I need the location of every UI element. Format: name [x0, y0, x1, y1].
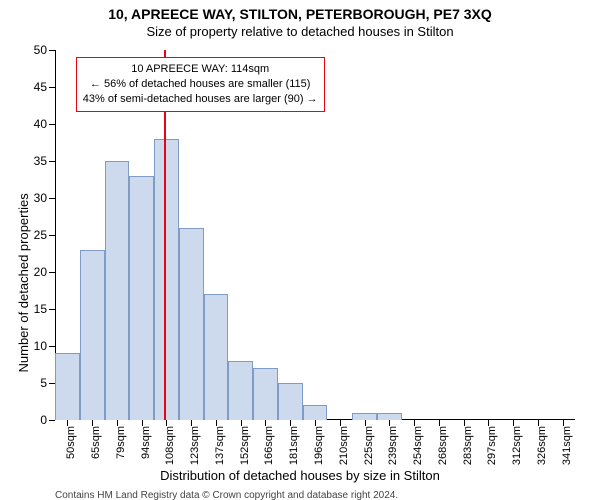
- x-tick-label: 341sqm: [561, 426, 573, 465]
- x-tick-label: 152sqm: [239, 426, 251, 465]
- x-tick-label: 94sqm: [140, 426, 152, 459]
- y-tick-label: 35: [34, 154, 47, 168]
- y-tick-label: 0: [40, 413, 47, 427]
- y-tick-label: 25: [34, 228, 47, 242]
- x-tick-label: 326sqm: [536, 426, 548, 465]
- y-tick-label: 15: [34, 302, 47, 316]
- histogram-bar: [377, 413, 402, 420]
- y-tick: [49, 161, 55, 162]
- y-tick: [49, 50, 55, 51]
- x-tick-label: 108sqm: [164, 426, 176, 465]
- x-tick-label: 210sqm: [338, 426, 350, 465]
- x-tick-label: 312sqm: [511, 426, 523, 465]
- plot-area: 0510152025303540455050sqm65sqm79sqm94sqm…: [55, 50, 575, 420]
- histogram-bar: [80, 250, 105, 420]
- histogram-bar: [55, 353, 80, 420]
- y-tick-label: 50: [34, 43, 47, 57]
- histogram-bar: [228, 361, 253, 420]
- annotation-line: 43% of semi-detached houses are larger (…: [83, 92, 318, 107]
- y-tick: [49, 124, 55, 125]
- x-axis-title: Distribution of detached houses by size …: [0, 468, 600, 483]
- y-tick: [49, 346, 55, 347]
- y-tick-label: 45: [34, 80, 47, 94]
- x-tick-label: 65sqm: [90, 426, 102, 459]
- y-tick-label: 5: [40, 376, 47, 390]
- y-tick: [49, 235, 55, 236]
- y-tick: [49, 87, 55, 88]
- histogram-bar: [204, 294, 229, 420]
- y-tick-label: 10: [34, 339, 47, 353]
- y-tick: [49, 272, 55, 273]
- x-tick-label: 123sqm: [189, 426, 201, 465]
- chart-title-line1: 10, APREECE WAY, STILTON, PETERBOROUGH, …: [0, 6, 600, 22]
- x-tick-label: 137sqm: [214, 426, 226, 465]
- x-tick-label: 297sqm: [486, 426, 498, 465]
- x-tick-label: 181sqm: [288, 426, 300, 465]
- chart-container: 10, APREECE WAY, STILTON, PETERBOROUGH, …: [0, 0, 600, 500]
- histogram-bar: [154, 139, 179, 420]
- footnote: Contains HM Land Registry data © Crown c…: [55, 490, 437, 500]
- annotation-line: ← 56% of detached houses are smaller (11…: [83, 77, 318, 92]
- x-tick-label: 283sqm: [462, 426, 474, 465]
- x-tick-label: 268sqm: [437, 426, 449, 465]
- x-tick-label: 50sqm: [65, 426, 77, 459]
- y-tick: [49, 309, 55, 310]
- annotation-box: 10 APREECE WAY: 114sqm← 56% of detached …: [76, 57, 325, 112]
- chart-title-line2: Size of property relative to detached ho…: [0, 24, 600, 39]
- y-tick: [49, 420, 55, 421]
- histogram-bar: [253, 368, 278, 420]
- histogram-bar: [129, 176, 154, 420]
- y-axis-title: Number of detached properties: [16, 193, 31, 372]
- x-tick-label: 225sqm: [363, 426, 375, 465]
- footnote-line: Contains HM Land Registry data © Crown c…: [55, 490, 437, 500]
- x-tick-label: 79sqm: [115, 426, 127, 459]
- y-tick: [49, 198, 55, 199]
- histogram-bar: [105, 161, 130, 420]
- histogram-bar: [352, 413, 377, 420]
- y-tick-label: 20: [34, 265, 47, 279]
- x-tick-label: 239sqm: [387, 426, 399, 465]
- x-tick-label: 254sqm: [412, 426, 424, 465]
- y-tick-label: 30: [34, 191, 47, 205]
- annotation-line: 10 APREECE WAY: 114sqm: [83, 62, 318, 77]
- histogram-bar: [303, 405, 328, 420]
- histogram-bar: [179, 228, 204, 420]
- y-tick-label: 40: [34, 117, 47, 131]
- histogram-bar: [278, 383, 303, 420]
- x-tick-label: 166sqm: [263, 426, 275, 465]
- x-tick-label: 196sqm: [313, 426, 325, 465]
